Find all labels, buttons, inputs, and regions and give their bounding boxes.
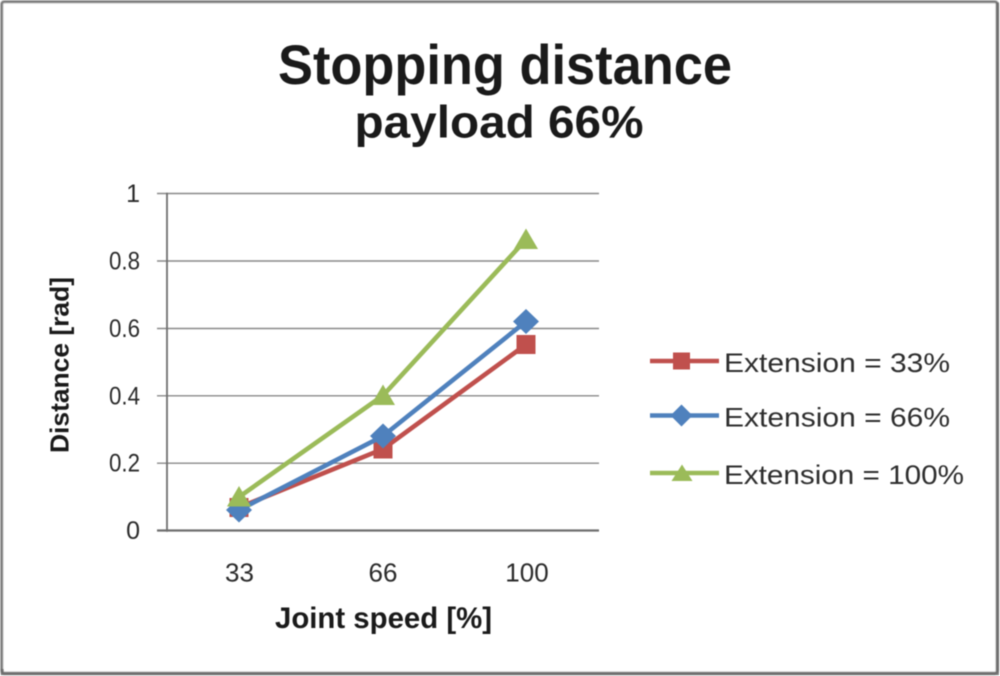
svg-text:Extension = 66%: Extension = 66% (724, 403, 950, 433)
svg-text:0: 0 (126, 517, 140, 545)
svg-text:payload 66%: payload 66% (355, 97, 644, 148)
svg-text:0.2: 0.2 (109, 450, 140, 478)
svg-text:0.8: 0.8 (109, 248, 140, 276)
svg-text:33: 33 (225, 558, 254, 588)
svg-text:Distance [rad]: Distance [rad] (45, 277, 75, 453)
svg-text:Extension = 100%: Extension = 100% (724, 460, 964, 490)
svg-text:1: 1 (126, 180, 140, 208)
svg-text:66: 66 (369, 558, 398, 588)
svg-text:Joint speed [%]: Joint speed [%] (275, 602, 492, 635)
svg-text:0.4: 0.4 (109, 382, 140, 410)
svg-text:Extension = 33%: Extension = 33% (724, 348, 950, 378)
svg-text:0.6: 0.6 (109, 315, 140, 343)
svg-text:Stopping distance: Stopping distance (278, 33, 732, 96)
svg-text:100: 100 (505, 558, 548, 588)
